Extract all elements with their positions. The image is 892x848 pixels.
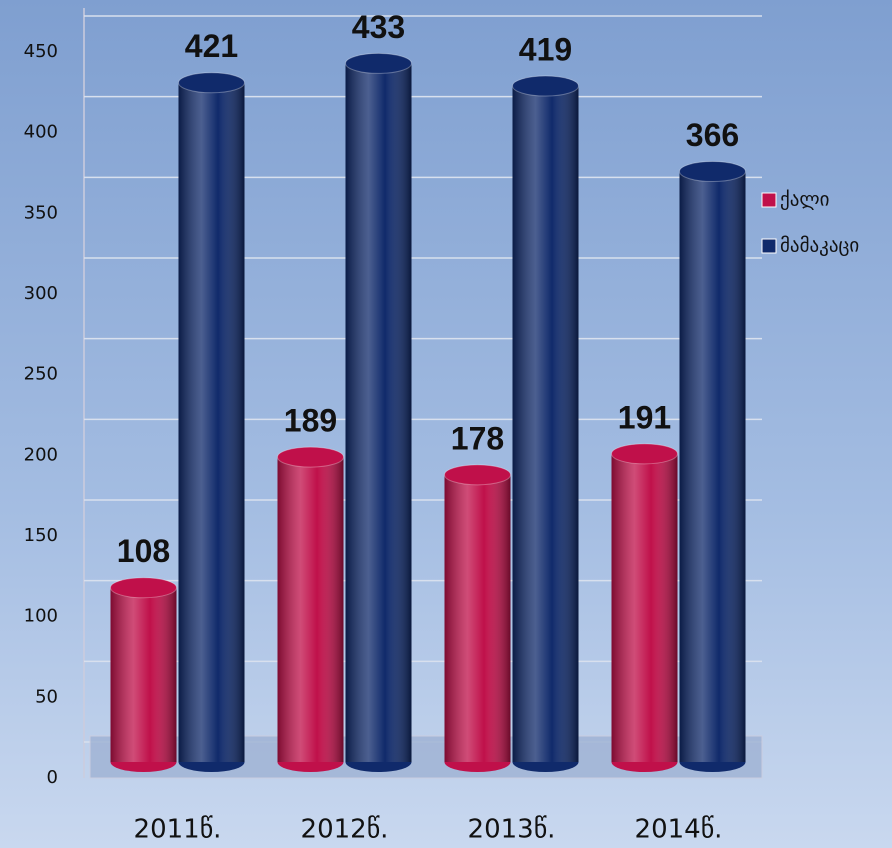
y-tick-label: 100: [24, 606, 58, 627]
y-tick-label: 300: [24, 283, 58, 304]
data-label: 433: [352, 9, 405, 45]
x-tick-label: 2013წ.: [468, 815, 556, 845]
legend-label: მამაკაცი: [780, 235, 859, 257]
data-label: 421: [185, 28, 238, 64]
bar: [444, 464, 511, 772]
bar: [345, 52, 412, 772]
x-tick-label: 2011წ.: [134, 815, 222, 845]
data-label: 189: [284, 403, 337, 439]
y-tick-label: 400: [24, 122, 58, 143]
y-tick-label: 450: [24, 41, 58, 62]
y-tick-label: 50: [35, 686, 58, 707]
bar: [110, 577, 177, 772]
data-label: 366: [686, 117, 739, 153]
y-tick-label: 200: [24, 444, 58, 465]
legend-swatch: [761, 238, 777, 254]
x-tick-label: 2014წ.: [635, 815, 723, 845]
legend-swatch: [761, 192, 777, 208]
bar: [512, 75, 579, 772]
bar: [178, 72, 245, 772]
legend-label: ქალი: [780, 189, 829, 211]
data-label: 419: [519, 31, 572, 67]
data-label: 108: [117, 533, 170, 569]
y-tick-label: 0: [47, 767, 58, 788]
bar: [679, 161, 746, 772]
data-label: 178: [451, 420, 504, 456]
data-label: 191: [618, 399, 671, 435]
x-tick-label: 2012წ.: [301, 815, 389, 845]
y-tick-label: 250: [24, 364, 58, 385]
y-tick-label: 150: [24, 525, 58, 546]
y-tick-label: 350: [24, 202, 58, 223]
bar: [611, 443, 678, 772]
bar: [277, 446, 344, 772]
